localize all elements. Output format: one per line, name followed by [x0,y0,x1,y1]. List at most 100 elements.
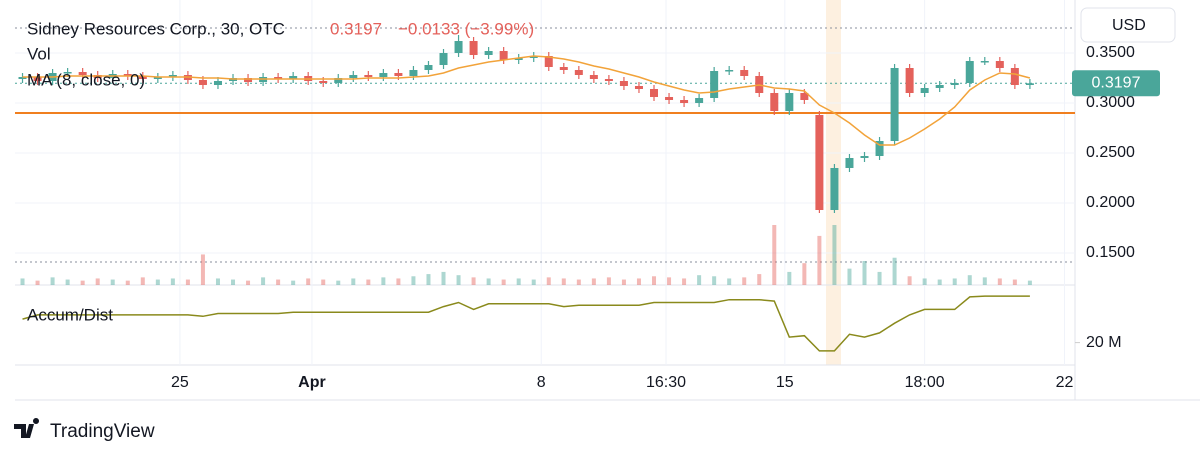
volume-label: Vol [27,44,51,63]
volume-bar [441,271,446,285]
candle-body [965,61,974,83]
x-tick-label: 16:30 [646,374,686,391]
brand-name: TradingView [50,421,155,442]
volume-bar [757,274,762,285]
candle-body [394,73,403,76]
candle-body [920,88,929,93]
volume-bar [907,276,912,285]
volume-bar [486,278,491,285]
candle-body [905,68,914,93]
volume-bar [426,274,431,285]
candle-body [950,83,959,85]
price-tag [1072,70,1160,97]
candle-body [1010,68,1019,85]
volume-bar [291,280,296,285]
volume-bar [576,279,581,285]
volume-bar [20,278,25,285]
price-tag-label: 0.3197 [1092,75,1141,92]
volume-bar [471,277,476,285]
volume-bar [1027,280,1032,285]
candle-body [499,51,508,60]
volume-bar [381,277,386,285]
candle-body [138,76,147,79]
candle-body [875,141,884,156]
volume-bar [110,279,115,285]
volume-bar [50,277,55,285]
volume-bar [922,278,927,285]
volume-bar [652,276,657,285]
currency: USD [1112,17,1146,34]
candle-body [680,100,689,103]
last-price: 0.3197 [330,19,382,38]
candle-body [785,93,794,111]
candle-body [544,56,553,67]
volume-bar [170,278,175,285]
candle-body [18,77,27,79]
volume-bar [862,261,867,285]
volume-bar [787,271,792,285]
volume-bar [140,277,145,285]
y-tick-label: 0.2500 [1086,144,1135,161]
brand: TradingView [14,418,155,442]
candle-body [454,41,463,53]
volume-bar [667,277,672,285]
candle-body [274,77,283,79]
y2-tick-label: 20 M [1086,334,1122,351]
x-tick-label: 8 [537,374,546,391]
candle-body [379,73,388,77]
volume-bar [185,279,190,285]
candle-body [935,85,944,88]
volume-bar [712,276,717,285]
candle-body [559,67,568,70]
symbol-title: Sidney Resources Corp., 30, OTC [27,19,285,38]
volume-bar [636,278,641,285]
y-tick-label: 0.1500 [1086,244,1135,261]
volume-bar [847,268,852,285]
volume-bar [621,279,626,285]
volume-bar [877,271,882,285]
volume-bar [366,279,371,285]
x-tick-label: Apr [298,374,326,391]
candle-body [529,56,538,58]
ma-line [22,55,1031,146]
volume-bar [802,263,807,285]
candle-body [604,79,613,81]
logo [14,418,40,438]
volume-bar [155,279,160,285]
volume-bar [276,279,281,285]
volume-bar [682,278,687,285]
volume-bar [35,280,40,285]
ma-label: MA (8, close, 0) [27,70,145,89]
price-change: −0.0133 (−3.99%) [398,19,534,38]
ad-label: Accum/Dist [27,305,113,324]
candle-body [1025,83,1034,85]
volume-bar [80,280,85,285]
volume-bar [1012,279,1017,285]
candle-body [710,71,719,98]
volume-bar [246,280,251,285]
volume-bar [832,225,837,285]
candle-body [860,156,869,158]
candle-body [484,51,493,55]
volume-bar [336,280,341,285]
volume-bar [997,278,1002,285]
candle-body [244,78,253,82]
y-tick-label: 0.3500 [1086,44,1135,61]
candle-body [650,89,659,97]
volume-bar [306,278,311,285]
volume-bar [606,277,611,285]
legend: Sidney Resources Corp., 30, OTC 0.3197 −0.… [27,19,534,324]
candle-body [168,75,177,77]
y-tick-label: 0.3000 [1086,94,1135,111]
candle-body [695,98,704,103]
candle-body [800,93,809,100]
candle-body [634,86,643,89]
candle-body [589,75,598,79]
volume-bar [982,277,987,285]
candle-body [424,65,433,70]
currency-button[interactable] [1080,7,1176,43]
candle-body [364,75,373,77]
candle-body [845,158,854,168]
volume-bar [697,275,702,285]
